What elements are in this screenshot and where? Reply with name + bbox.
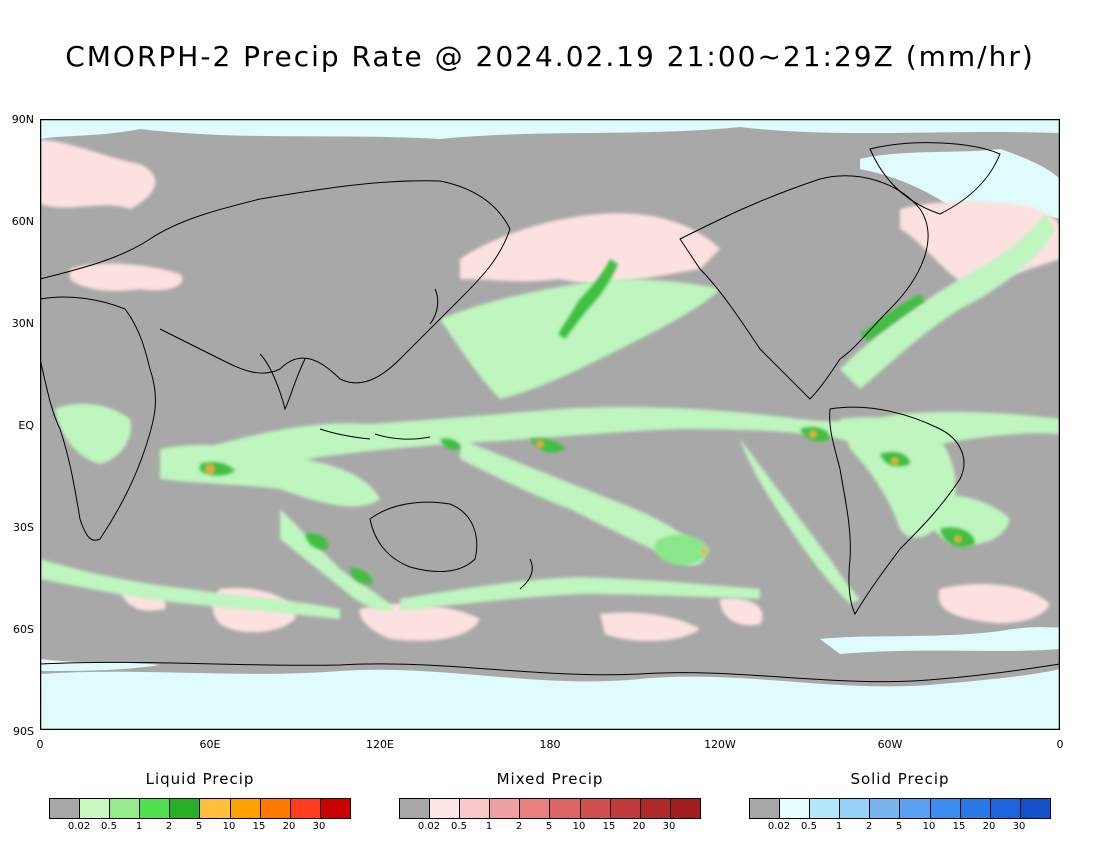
legend-swatch bbox=[810, 799, 841, 818]
legend-tick-label: 30 bbox=[312, 821, 326, 832]
legend-tick-label: 2 bbox=[515, 821, 523, 832]
legend-swatch bbox=[1020, 799, 1050, 818]
legend-liquid-bar bbox=[49, 798, 351, 819]
legend-swatch bbox=[780, 799, 811, 818]
legend-tick-label: 10 bbox=[572, 821, 586, 832]
legend-tick-label: 15 bbox=[252, 821, 266, 832]
legend-tick-label: 10 bbox=[922, 821, 936, 832]
legend-swatch bbox=[960, 799, 991, 818]
legend-swatch bbox=[550, 799, 581, 818]
legend-mixed-title: Mixed Precip bbox=[496, 770, 604, 788]
legend-swatch bbox=[170, 799, 201, 818]
legend-tick-label: 20 bbox=[982, 821, 996, 832]
lat-label-30n: 30N bbox=[11, 317, 34, 330]
precip-map bbox=[35, 118, 1061, 731]
legend-tick-label: 30 bbox=[662, 821, 676, 832]
legend-tick-label: 0.02 bbox=[767, 821, 791, 832]
polar-surface-layer bbox=[40, 119, 1060, 730]
legend-tick-label: 1 bbox=[835, 821, 843, 832]
legend-swatch bbox=[580, 799, 611, 818]
legend-swatch bbox=[80, 799, 111, 818]
legend-swatch bbox=[430, 799, 461, 818]
legend-swatch bbox=[640, 799, 671, 818]
legend-swatch bbox=[870, 799, 901, 818]
legend-tick-label: 30 bbox=[1012, 821, 1026, 832]
legend-swatch bbox=[930, 799, 961, 818]
legend-swatch bbox=[260, 799, 291, 818]
legend-swatch bbox=[230, 799, 261, 818]
legend-liquid-title: Liquid Precip bbox=[145, 770, 255, 788]
lat-label-eq: EQ bbox=[18, 419, 34, 432]
legend-tick-label: 0.5 bbox=[101, 821, 117, 832]
lon-label-120w: 120W bbox=[704, 738, 736, 751]
legend-solid-bar bbox=[749, 798, 1051, 819]
lat-label-90s: 90S bbox=[13, 725, 34, 738]
legend-tick-label: 2 bbox=[865, 821, 873, 832]
legend-swatch bbox=[610, 799, 641, 818]
lon-label-0-east: 0 bbox=[1056, 738, 1064, 751]
legend-swatch bbox=[990, 799, 1021, 818]
legend-tick-label: 0.02 bbox=[417, 821, 441, 832]
legend-tick-label: 5 bbox=[895, 821, 903, 832]
legend-swatch bbox=[110, 799, 141, 818]
legend-tick-label: 1 bbox=[485, 821, 493, 832]
lat-label-60s: 60S bbox=[13, 623, 34, 636]
map-frame bbox=[39, 118, 1061, 731]
legend-swatch bbox=[520, 799, 551, 818]
legend-tick-label: 5 bbox=[195, 821, 203, 832]
legend-tick-label: 5 bbox=[545, 821, 553, 832]
lat-label-30s: 30S bbox=[13, 521, 34, 534]
legend-swatch bbox=[750, 799, 781, 818]
mixed-precip-layer bbox=[40, 139, 1060, 641]
legend-tick-label: 0.02 bbox=[67, 821, 91, 832]
legend-swatch bbox=[840, 799, 871, 818]
legend-tick-label: 2 bbox=[165, 821, 173, 832]
legend-mixed-bar bbox=[399, 798, 701, 819]
legend-tick-label: 15 bbox=[952, 821, 966, 832]
legend-swatch bbox=[290, 799, 321, 818]
legend-tick-label: 20 bbox=[282, 821, 296, 832]
lon-label-60w: 60W bbox=[877, 738, 903, 751]
lat-label-90n: 90N bbox=[11, 113, 34, 126]
legend-swatch bbox=[400, 799, 431, 818]
lat-label-60n: 60N bbox=[11, 215, 34, 228]
legend-swatch bbox=[200, 799, 231, 818]
legend-tick-label: 10 bbox=[222, 821, 236, 832]
lon-label-0-west: 0 bbox=[36, 738, 44, 751]
legend-tick-label: 0.5 bbox=[451, 821, 467, 832]
legend-swatch bbox=[670, 799, 700, 818]
lon-label-120e: 120E bbox=[366, 738, 394, 751]
legend-tick-label: 20 bbox=[632, 821, 646, 832]
legend-swatch bbox=[50, 799, 81, 818]
legend-solid: Solid Precip 0.02 0.5 1 2 5 10 15 20 30 bbox=[749, 770, 1051, 835]
coastlines bbox=[39, 142, 1061, 683]
lon-label-180: 180 bbox=[539, 738, 561, 751]
precip-map-svg bbox=[35, 118, 1061, 731]
legend-tick-label: 0.5 bbox=[801, 821, 817, 832]
lon-label-60e: 60E bbox=[199, 738, 221, 751]
legend-liquid-ticks: 0.02 0.5 1 2 5 10 15 20 30 bbox=[49, 821, 351, 835]
legend-swatch bbox=[140, 799, 171, 818]
legend-tick-label: 15 bbox=[602, 821, 616, 832]
legend-swatch bbox=[460, 799, 491, 818]
legend-liquid: Liquid Precip 0.02 0.5 1 2 5 10 15 20 30 bbox=[49, 770, 351, 835]
liquid-precip-heavy-layer bbox=[200, 259, 975, 585]
map-title: CMORPH-2 Precip Rate @ 2024.02.19 21:00~… bbox=[65, 40, 1035, 73]
legend-mixed-ticks: 0.02 0.5 1 2 5 10 15 20 30 bbox=[399, 821, 701, 835]
legend-solid-title: Solid Precip bbox=[850, 770, 950, 788]
legend-swatch bbox=[900, 799, 931, 818]
liquid-precip-light-layer bbox=[40, 214, 1060, 619]
legend-solid-ticks: 0.02 0.5 1 2 5 10 15 20 30 bbox=[749, 821, 1051, 835]
legend-swatch bbox=[490, 799, 521, 818]
legend-mixed: Mixed Precip 0.02 0.5 1 2 5 10 15 20 30 bbox=[399, 770, 701, 835]
legend-tick-label: 1 bbox=[135, 821, 143, 832]
legend-swatch bbox=[320, 799, 350, 818]
